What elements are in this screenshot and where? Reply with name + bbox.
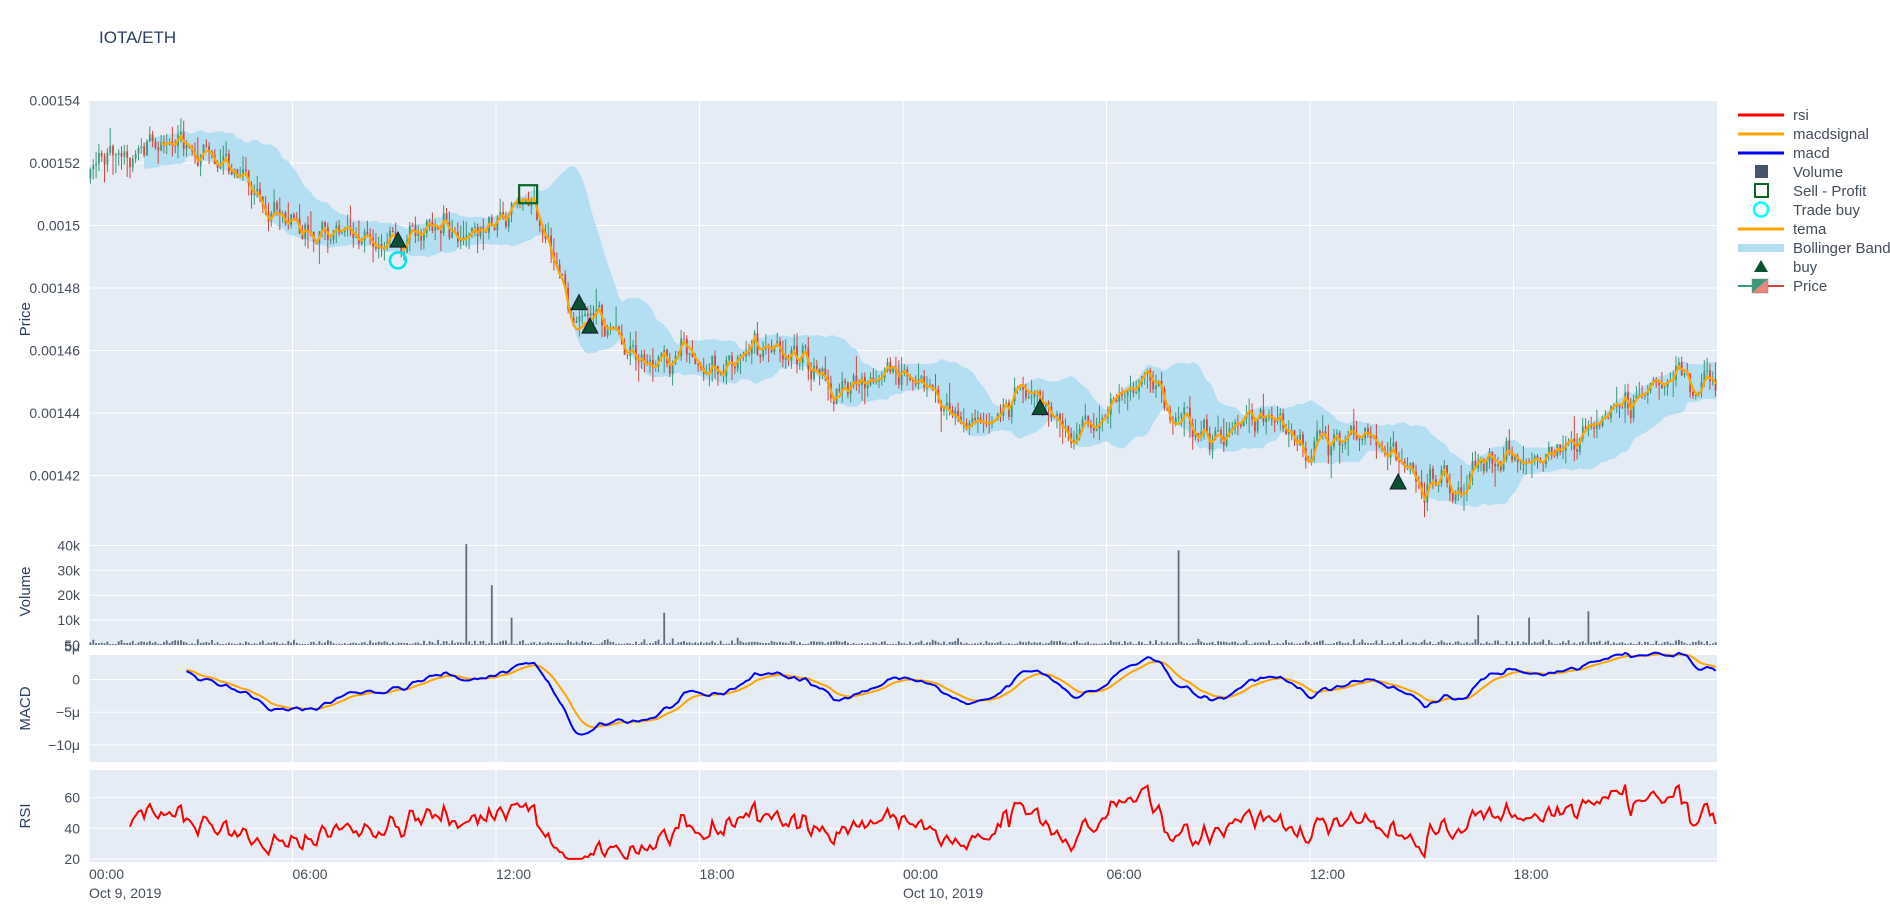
svg-text:Oct 10, 2019: Oct 10, 2019 [903,885,983,901]
svg-text:rsi: rsi [1793,107,1809,124]
svg-text:12:00: 12:00 [496,866,531,882]
svg-text:Oct 9, 2019: Oct 9, 2019 [89,885,162,901]
svg-text:06:00: 06:00 [293,866,328,882]
svg-text:IOTA/ETH: IOTA/ETH [99,28,176,47]
svg-text:RSI: RSI [17,803,34,828]
svg-text:−5μ: −5μ [56,704,80,720]
svg-text:−10μ: −10μ [48,737,80,753]
svg-text:18:00: 18:00 [700,866,735,882]
svg-text:10k: 10k [57,612,81,628]
svg-text:0.00142: 0.00142 [29,468,80,484]
svg-text:30k: 30k [57,562,81,578]
svg-text:0.00144: 0.00144 [29,405,80,421]
svg-text:00:00: 00:00 [89,866,124,882]
svg-text:60: 60 [64,790,80,806]
svg-text:macdsignal: macdsignal [1793,126,1869,143]
svg-text:20: 20 [64,851,80,867]
svg-text:12:00: 12:00 [1310,866,1345,882]
svg-text:40k: 40k [57,538,81,554]
svg-text:20k: 20k [57,587,81,603]
svg-text:MACD: MACD [17,686,34,730]
svg-text:18:00: 18:00 [1514,866,1549,882]
svg-text:Price: Price [1793,278,1827,295]
svg-text:0.00152: 0.00152 [29,155,80,171]
svg-text:Volume: Volume [17,566,34,616]
svg-text:buy: buy [1793,259,1818,276]
svg-text:0.00146: 0.00146 [29,343,80,359]
svg-text:0.00148: 0.00148 [29,280,80,296]
svg-text:Trade buy: Trade buy [1793,202,1860,219]
svg-text:Bollinger Band: Bollinger Band [1793,240,1890,257]
svg-text:0.0015: 0.0015 [37,218,80,234]
svg-text:tema: tema [1793,221,1827,238]
svg-text:00:00: 00:00 [903,866,938,882]
svg-text:macd: macd [1793,145,1830,162]
svg-text:5μ: 5μ [64,639,80,655]
svg-text:0.00154: 0.00154 [29,93,80,109]
svg-text:Price: Price [17,302,34,336]
svg-text:Volume: Volume [1793,164,1843,181]
svg-text:0: 0 [72,672,80,688]
svg-text:40: 40 [64,820,80,836]
svg-text:06:00: 06:00 [1107,866,1142,882]
svg-text:Sell - Profit: Sell - Profit [1793,183,1867,200]
